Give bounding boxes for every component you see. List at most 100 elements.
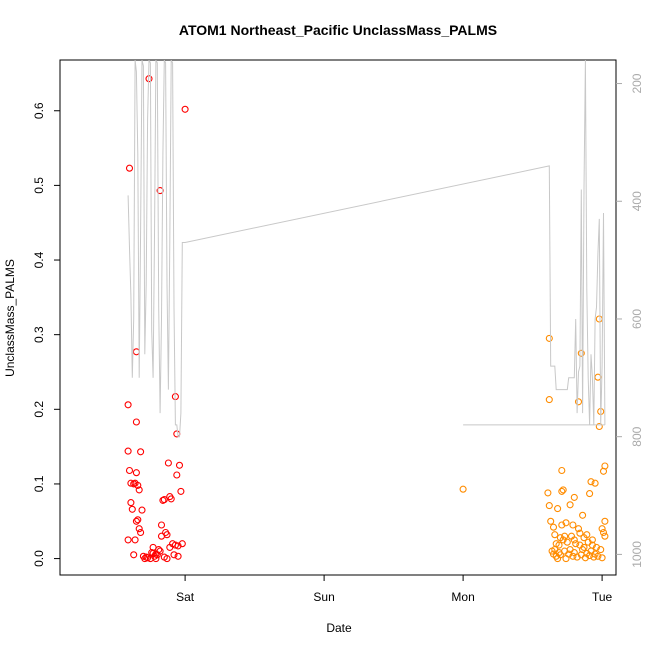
- series-1-point-23: [601, 517, 609, 525]
- series-0-point-18: [127, 499, 135, 507]
- series-0-point-54: [177, 487, 185, 495]
- series-1-point-26: [558, 521, 566, 529]
- series-1-point-15: [558, 487, 566, 495]
- series-1-point-6: [595, 315, 603, 323]
- series-0-point-16: [135, 486, 143, 494]
- series-1-point-20: [554, 505, 562, 513]
- series-0-point-59: [166, 543, 174, 551]
- series-1-point-25: [562, 519, 570, 527]
- series-1-point-5: [594, 373, 602, 381]
- series-0-point-3: [156, 187, 164, 195]
- chart-title: ATOM1 Northeast_Pacific UnclassMass_PALM…: [179, 22, 497, 38]
- series-0-point-6: [181, 105, 189, 113]
- x-tick-label-1: Sun: [313, 590, 334, 604]
- series-0-point-22: [132, 517, 140, 525]
- series-0-point-10: [127, 479, 135, 487]
- series-1-point-68: [598, 554, 606, 562]
- series-1-point-24: [547, 517, 555, 525]
- series-1-point-60: [581, 554, 589, 562]
- plot-frame: [59, 59, 617, 576]
- series-1-point-4: [577, 349, 585, 357]
- series-0-point-42: [160, 496, 168, 504]
- series-0-point-8: [124, 447, 132, 455]
- series-1-point-72: [561, 532, 569, 540]
- series-0-point-31: [144, 554, 152, 562]
- series-1-point-31: [551, 531, 559, 539]
- series-0-point-19: [128, 505, 136, 513]
- series-0-point-20: [138, 506, 146, 514]
- series-1-point-10: [601, 462, 609, 470]
- series-1-point-34: [563, 538, 571, 546]
- y2-tick-label-0: 200: [630, 73, 644, 93]
- series-1-point-50: [556, 551, 564, 559]
- series-0-point-7: [124, 401, 132, 409]
- x-axis-label: Date: [326, 621, 352, 635]
- series-1-point-1: [545, 334, 553, 342]
- series-1-point-22: [579, 511, 587, 519]
- series-1-point-73: [570, 536, 578, 544]
- series-1-point-11: [558, 466, 566, 475]
- series-1-point-14: [544, 489, 552, 497]
- series-0-point-23: [135, 525, 143, 533]
- series-1-point-67: [597, 546, 605, 554]
- x-tick-label-2: Mon: [451, 590, 474, 604]
- series-1-point-16: [559, 486, 567, 494]
- series-0-point-5: [173, 430, 181, 438]
- series-0-point-1: [132, 348, 140, 356]
- y-tick-label-4: 0.4: [32, 251, 46, 268]
- series-1-point-19: [545, 502, 553, 510]
- y-tick-label-3: 0.3: [32, 326, 46, 343]
- series-0-point-14: [132, 469, 140, 477]
- series-0-point-9: [125, 466, 134, 475]
- series-1-point-28: [569, 521, 577, 529]
- plot-area: [124, 60, 609, 563]
- y2-tick-label-2: 600: [630, 309, 644, 329]
- series-1-point-29: [574, 525, 583, 533]
- series-1-point-36: [572, 540, 580, 548]
- series-0-point-26: [131, 536, 139, 544]
- series-1-point-59: [579, 546, 587, 554]
- series-0-point-24: [137, 528, 145, 537]
- x-axis: Sat Sun Mon Tue: [176, 575, 613, 604]
- series-2-line: [127, 60, 606, 438]
- series-0-point-25: [124, 536, 132, 544]
- series-1-point-21: [566, 501, 574, 509]
- series-1-point-42: [598, 525, 606, 533]
- series-1-point-69: [601, 532, 609, 540]
- series-0-point-49: [170, 551, 178, 559]
- y-tick-label-1: 0.1: [32, 475, 46, 492]
- secondary-y-axis: 200 400 600 800 1000: [616, 73, 644, 568]
- series-0-point-17: [137, 448, 145, 456]
- y-tick-label-0: 0.0: [32, 550, 46, 567]
- series-0-point-36: [152, 555, 160, 563]
- series-1-point-27: [549, 523, 558, 531]
- series-1-point-0: [459, 485, 467, 493]
- series-1-point-13: [591, 479, 599, 487]
- series-1-point-76: [588, 536, 596, 544]
- series-0-point-15: [134, 481, 142, 489]
- series-1-point-2: [545, 396, 553, 404]
- y-axis: 0.0 0.1 0.2 0.3 0.4 0.5 0.6: [32, 102, 60, 567]
- series-1-point-75: [580, 534, 588, 542]
- series-0-point-40: [157, 521, 166, 529]
- series-1-point-41: [592, 543, 601, 551]
- y-tick-label-6: 0.6: [32, 102, 46, 119]
- series-1-point-74: [576, 529, 584, 537]
- series-1-point-18: [586, 490, 594, 498]
- series-1-point-71: [555, 541, 563, 549]
- series-0-point-61: [152, 550, 160, 558]
- x-tick-label-3: Tue: [592, 590, 613, 604]
- series-1-point-17: [570, 493, 578, 501]
- series-0-point-56: [174, 552, 182, 560]
- series-0-point-51: [173, 471, 181, 479]
- series-1-point-3: [574, 398, 583, 406]
- series-0-point-60: [157, 532, 166, 540]
- y2-tick-label-3: 800: [630, 426, 644, 446]
- series-1-point-55: [569, 552, 577, 560]
- series-0-point-13: [132, 418, 140, 426]
- series-1-point-7: [595, 422, 603, 431]
- y2-tick-label-4: 1000: [630, 541, 644, 568]
- series-0-point-53: [175, 461, 184, 469]
- series-0-point-52: [174, 542, 182, 550]
